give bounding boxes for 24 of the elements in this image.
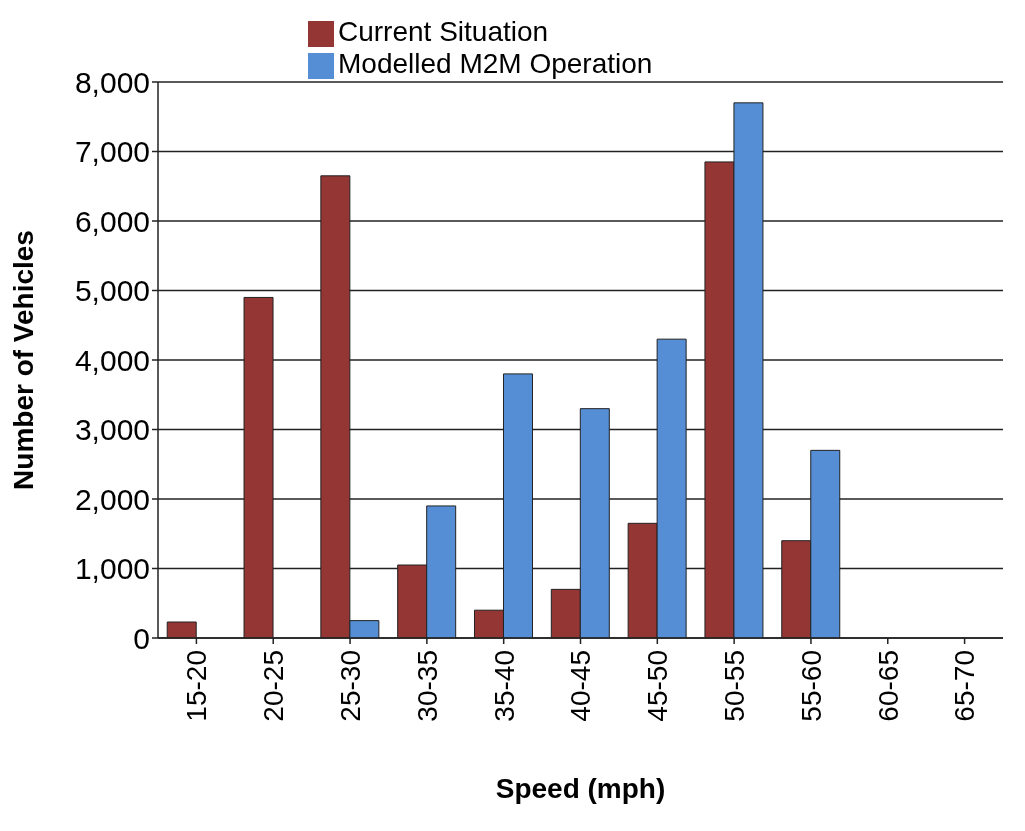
x-tick-label: 60-65 <box>872 650 904 722</box>
y-tick-label: 1,000 <box>74 552 150 586</box>
x-tick-label: 65-70 <box>949 650 981 722</box>
y-tick-label: 7,000 <box>74 135 150 169</box>
x-tick-label: 30-35 <box>411 650 443 722</box>
x-tick-label: 45-50 <box>642 650 674 722</box>
x-tick-label: 40-45 <box>565 650 597 722</box>
y-tick-label: 5,000 <box>74 274 150 308</box>
x-axis-title: Speed (mph) <box>495 773 666 804</box>
y-tick-label: 3,000 <box>74 413 150 447</box>
x-tick-label: 50-55 <box>719 650 751 722</box>
y-axis-title: Number of Vehicles <box>7 230 39 490</box>
y-tick-label: 2,000 <box>74 482 150 516</box>
x-tick-label: 25-30 <box>334 650 366 722</box>
x-tick-label: 15-20 <box>181 650 213 722</box>
y-tick-label: 6,000 <box>74 204 150 238</box>
x-tick-label: 55-60 <box>795 650 827 722</box>
y-tick-label: 4,000 <box>74 343 150 377</box>
x-tick-label: 20-25 <box>258 650 290 722</box>
x-tick-label: 35-40 <box>488 650 520 722</box>
y-tick-label: 8,000 <box>74 65 150 99</box>
legend-label: Current Situation <box>338 16 549 47</box>
legend-label: Modelled M2M Operation <box>338 48 653 79</box>
y-tick-label: 0 <box>133 621 150 655</box>
